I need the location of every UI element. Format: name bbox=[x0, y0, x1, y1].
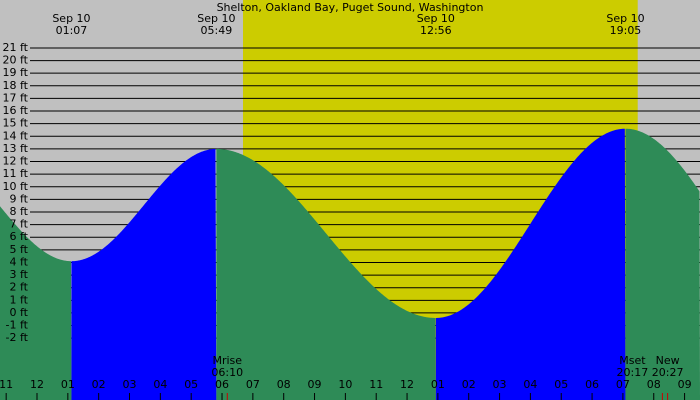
y-tick-label: -1 ft bbox=[6, 319, 29, 332]
moon-time: 20:17 bbox=[617, 366, 649, 379]
event-date: Sep 10 bbox=[417, 12, 455, 25]
y-tick-label: 21 ft bbox=[3, 41, 29, 54]
event-time: 19:05 bbox=[610, 24, 642, 37]
falling-tide bbox=[0, 206, 72, 400]
x-tick-label: 11 bbox=[0, 378, 13, 391]
y-tick-label: 18 ft bbox=[3, 79, 29, 92]
event-date: Sep 10 bbox=[197, 12, 235, 25]
x-tick-label: 12 bbox=[30, 378, 44, 391]
moon-label: Mset bbox=[619, 354, 646, 367]
x-tick-label: 07 bbox=[246, 378, 260, 391]
rising-tide bbox=[71, 148, 217, 400]
x-tick-label: 01 bbox=[431, 378, 445, 391]
x-tick-label: 05 bbox=[554, 378, 568, 391]
x-tick-label: 04 bbox=[153, 378, 167, 391]
y-tick-label: 12 ft bbox=[3, 155, 29, 168]
y-tick-label: 20 ft bbox=[3, 54, 29, 67]
y-tick-label: 19 ft bbox=[3, 66, 29, 79]
x-tick-label: 09 bbox=[308, 378, 322, 391]
x-tick-label: 03 bbox=[123, 378, 137, 391]
x-tick-label: 02 bbox=[92, 378, 106, 391]
moon-time: 20:27 bbox=[652, 366, 684, 379]
y-tick-label: 13 ft bbox=[3, 142, 29, 155]
x-tick-label: 09 bbox=[678, 378, 692, 391]
event-time: 01:07 bbox=[56, 24, 88, 37]
y-tick-label: 10 ft bbox=[3, 180, 29, 193]
event-date: Sep 10 bbox=[52, 12, 90, 25]
chart-title: Shelton, Oakland Bay, Puget Sound, Washi… bbox=[217, 1, 484, 14]
y-tick-label: 9 ft bbox=[10, 192, 29, 205]
x-tick-label: 08 bbox=[277, 378, 291, 391]
y-tick-label: 7 ft bbox=[10, 218, 29, 231]
x-tick-label: 05 bbox=[184, 378, 198, 391]
event-date: Sep 10 bbox=[606, 12, 644, 25]
falling-tide bbox=[625, 128, 700, 400]
event-time: 12:56 bbox=[420, 24, 452, 37]
y-tick-label: 3 ft bbox=[10, 268, 29, 281]
x-tick-label: 11 bbox=[369, 378, 383, 391]
moon-time: 06:10 bbox=[211, 366, 243, 379]
y-tick-label: 11 ft bbox=[3, 167, 29, 180]
x-tick-label: 12 bbox=[400, 378, 414, 391]
x-tick-label: 07 bbox=[616, 378, 630, 391]
y-tick-label: 2 ft bbox=[10, 281, 29, 294]
y-tick-label: 4 ft bbox=[10, 255, 29, 268]
y-tick-label: 0 ft bbox=[10, 306, 29, 319]
rising-tide bbox=[435, 128, 626, 400]
y-tick-label: 17 ft bbox=[3, 91, 29, 104]
x-tick-label: 03 bbox=[493, 378, 507, 391]
falling-tide bbox=[216, 148, 436, 400]
x-tick-label: 02 bbox=[462, 378, 476, 391]
y-tick-label: -2 ft bbox=[6, 331, 29, 344]
event-time: 05:49 bbox=[201, 24, 233, 37]
y-tick-label: 16 ft bbox=[3, 104, 29, 117]
y-tick-label: 6 ft bbox=[10, 230, 29, 243]
moon-label: Mrise bbox=[212, 354, 242, 367]
x-tick-label: 06 bbox=[585, 378, 599, 391]
y-tick-label: 14 ft bbox=[3, 129, 29, 142]
y-tick-label: 5 ft bbox=[10, 243, 29, 256]
x-tick-label: 10 bbox=[338, 378, 352, 391]
moon-label: New bbox=[656, 354, 680, 367]
x-tick-label: 08 bbox=[647, 378, 661, 391]
y-tick-label: 8 ft bbox=[10, 205, 29, 218]
y-tick-label: 15 ft bbox=[3, 117, 29, 130]
x-tick-label: 01 bbox=[61, 378, 75, 391]
x-tick-label: 06 bbox=[215, 378, 229, 391]
y-tick-label: 1 ft bbox=[10, 293, 29, 306]
x-tick-label: 04 bbox=[523, 378, 537, 391]
